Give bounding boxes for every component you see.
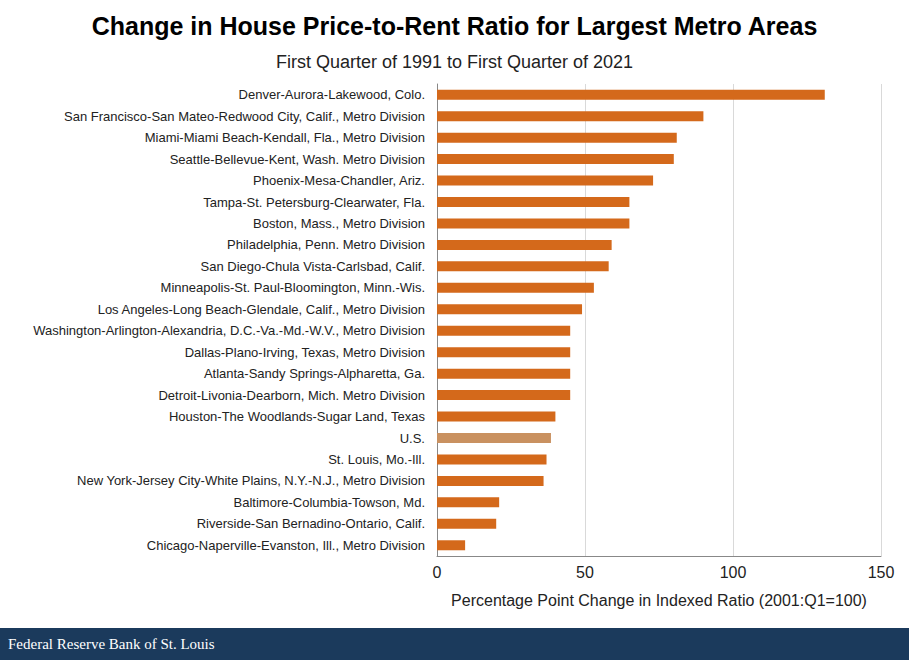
svg-text:0: 0 [433, 564, 442, 581]
svg-text:Miami-Miami Beach-Kendall, Fla: Miami-Miami Beach-Kendall, Fla., Metro D… [145, 130, 425, 145]
svg-text:Percentage Point Change in Ind: Percentage Point Change in Indexed Ratio… [451, 592, 867, 609]
svg-text:Houston-The Woodlands-Sugar La: Houston-The Woodlands-Sugar Land, Texas [169, 409, 426, 424]
svg-text:Minneapolis-St. Paul-Bloomingt: Minneapolis-St. Paul-Bloomington, Minn.-… [161, 280, 425, 295]
svg-text:Atlanta-Sandy Springs-Alpharet: Atlanta-Sandy Springs-Alpharetta, Ga. [204, 366, 425, 381]
svg-text:Phoenix-Mesa-Chandler, Ariz.: Phoenix-Mesa-Chandler, Ariz. [253, 173, 425, 188]
svg-text:First Quarter of 1991 to First: First Quarter of 1991 to First Quarter o… [276, 52, 633, 72]
svg-text:San Diego-Chula Vista-Carlsbad: San Diego-Chula Vista-Carlsbad, Calif. [201, 259, 425, 274]
svg-text:Dallas-Plano-Irving, Texas, Me: Dallas-Plano-Irving, Texas, Metro Divisi… [185, 345, 425, 360]
html-text:Federal Reserve Bank of St. Lo: Federal Reserve Bank of St. Louis [8, 636, 215, 652]
svg-text:50: 50 [576, 564, 594, 581]
svg-text:Washington-Arlington-Alexandri: Washington-Arlington-Alexandria, D.C.-Va… [33, 323, 425, 338]
svg-text:Chicago-Naperville-Evanston, I: Chicago-Naperville-Evanston, Ill., Metro… [147, 538, 425, 553]
svg-text:150: 150 [868, 564, 895, 581]
svg-text:Tampa-St. Petersburg-Clearwate: Tampa-St. Petersburg-Clearwater, Fla. [203, 195, 425, 210]
svg-text:New York-Jersey City-White Pla: New York-Jersey City-White Plains, N.Y.-… [77, 473, 425, 488]
svg-text:Detroit-Livonia-Dearborn, Mich: Detroit-Livonia-Dearborn, Mich. Metro Di… [158, 388, 425, 403]
svg-text:San Francisco-San Mateo-Redwoo: San Francisco-San Mateo-Redwood City, Ca… [64, 109, 425, 124]
svg-text:U.S.: U.S. [400, 431, 425, 446]
svg-text:Philadelphia, Penn. Metro Divi: Philadelphia, Penn. Metro Division [227, 237, 425, 252]
svg-text:St. Louis, Mo.-Ill.: St. Louis, Mo.-Ill. [328, 452, 425, 467]
svg-text:Seattle-Bellevue-Kent, Wash. M: Seattle-Bellevue-Kent, Wash. Metro Divis… [170, 152, 425, 167]
svg-text:Los Angeles-Long Beach-Glendal: Los Angeles-Long Beach-Glendale, Calif.,… [98, 302, 425, 317]
svg-text:100: 100 [720, 564, 747, 581]
svg-text:Boston, Mass., Metro Division: Boston, Mass., Metro Division [253, 216, 425, 231]
svg-text:Change in House Price-to-Rent: Change in House Price-to-Rent Ratio for … [92, 12, 818, 40]
svg-text:Baltimore-Columbia-Towson, Md.: Baltimore-Columbia-Towson, Md. [234, 495, 425, 510]
svg-text:Riverside-San Bernadino-Ontari: Riverside-San Bernadino-Ontario, Calif. [197, 516, 425, 531]
svg-text:Denver-Aurora-Lakewood, Colo.: Denver-Aurora-Lakewood, Colo. [239, 87, 425, 102]
